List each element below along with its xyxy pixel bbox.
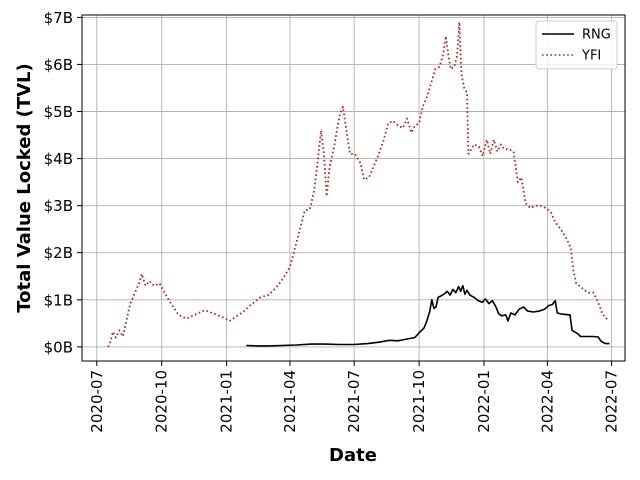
plot-frame [81, 14, 626, 362]
x-tick-label-2022-01: 2022-01 [475, 370, 493, 433]
y-tick-label-6: $6B [44, 56, 73, 74]
series-layer [107, 21, 610, 348]
legend-label-rng: RNG [582, 28, 611, 43]
x-tick-label-2021-10: 2021-10 [410, 370, 428, 433]
y-tick-label-3: $3B [44, 197, 73, 215]
y-tick-label-5: $5B [44, 103, 73, 121]
legend: RNG YFI [535, 20, 618, 70]
x-tick-label-2022-07: 2022-07 [603, 370, 621, 433]
y-tick-label-2: $2B [44, 244, 73, 262]
x-tick-label-2021-01: 2021-01 [218, 370, 236, 433]
x-tick-label-2022-04: 2022-04 [538, 370, 556, 433]
y-tick-label-7: $7B [44, 9, 73, 27]
x-tick-label-2020-07: 2020-07 [88, 370, 106, 433]
grid [82, 15, 625, 361]
y-tick-label-1: $1B [44, 291, 73, 309]
y-axis-title: Total Value Locked (TVL) [14, 63, 35, 312]
y-tick-label-0: $0B [44, 338, 73, 356]
legend-box [535, 20, 618, 70]
x-axis-title: Date [329, 445, 377, 466]
x-tick-label-2021-07: 2021-07 [345, 370, 363, 433]
x-tick-label-2021-04: 2021-04 [281, 370, 299, 433]
y-tick-label-4: $4B [44, 150, 73, 168]
x-tick-label-2020-10: 2020-10 [153, 370, 171, 433]
legend-label-yfi: YFI [581, 49, 601, 64]
series-line-rng [246, 284, 610, 347]
axis-ticks: 2020-07 2020-10 2021-01 2021-04 2021-07 2021-… [44, 9, 621, 433]
